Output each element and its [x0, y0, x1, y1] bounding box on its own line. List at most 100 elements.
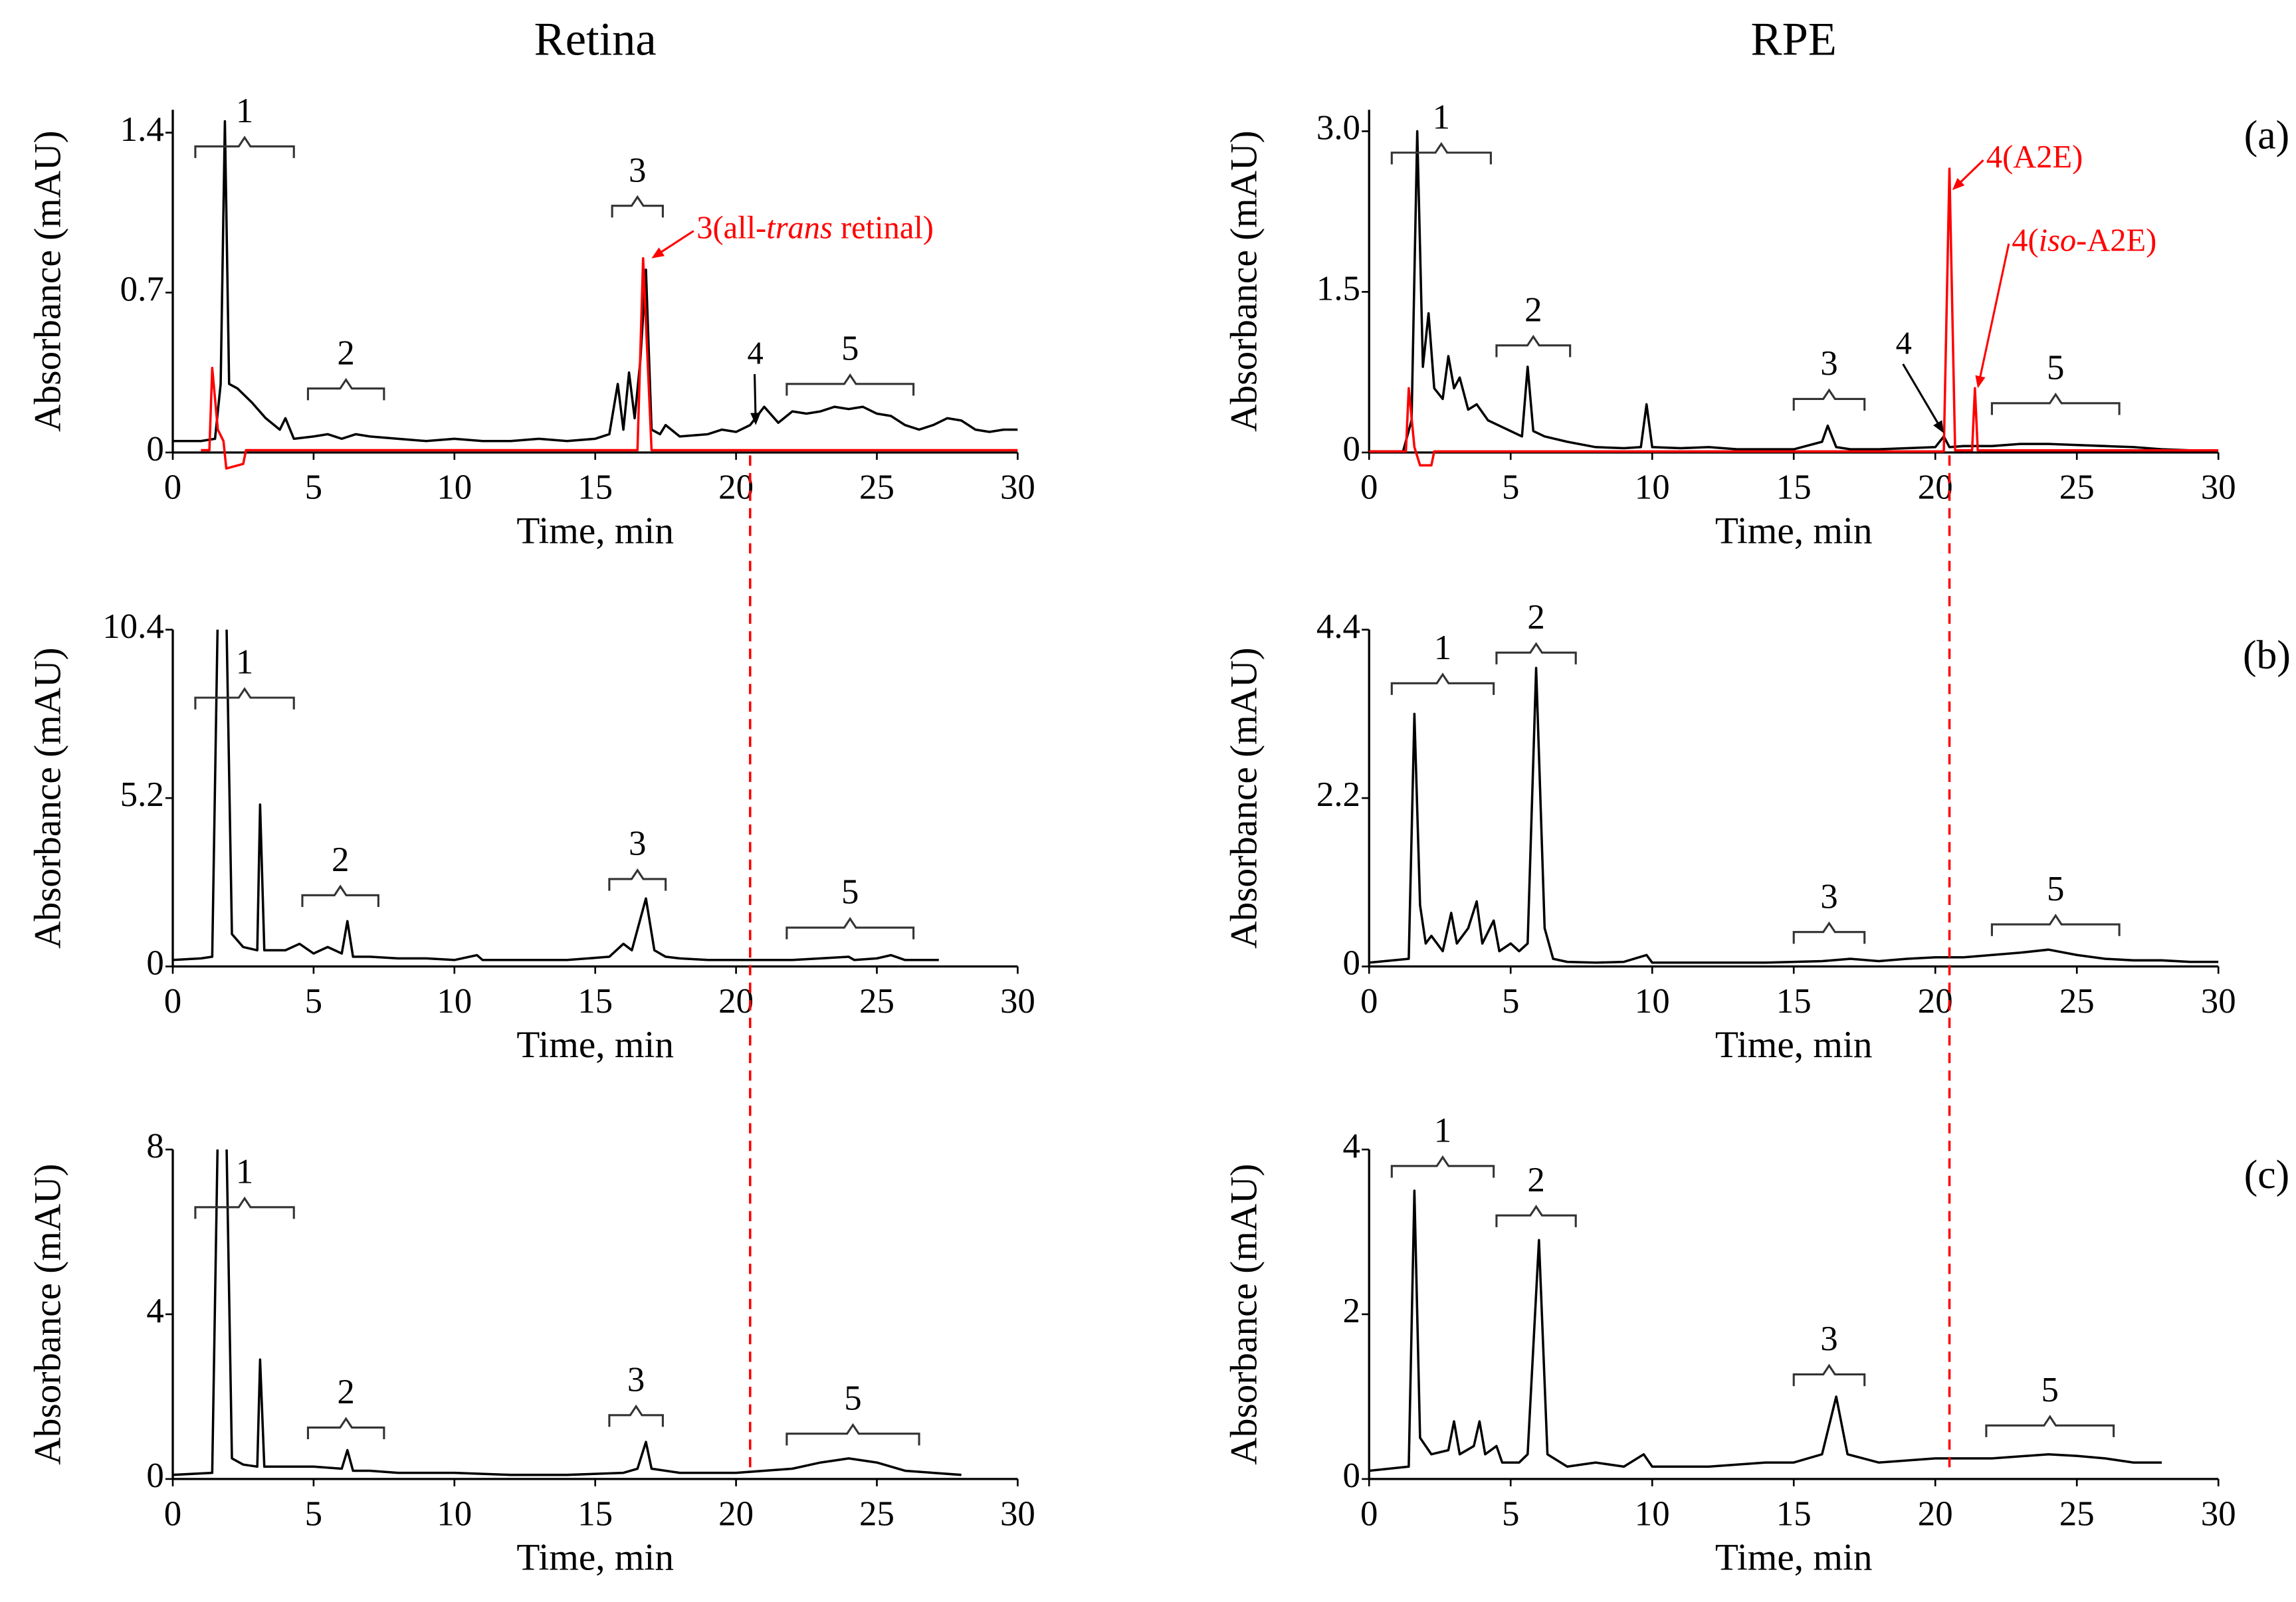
- y-tick-label: 4.4: [1316, 607, 1360, 646]
- bracket-label: 5: [2047, 349, 2064, 387]
- bracket: [194, 1196, 295, 1219]
- y-tick-label: 10.4: [102, 607, 164, 646]
- bracket: [611, 195, 664, 218]
- x-tick-label: 5: [305, 468, 322, 506]
- bracket-label: 5: [841, 873, 859, 912]
- bracket-label: 5: [2047, 870, 2064, 908]
- annotation-part: 4: [748, 336, 764, 371]
- x-tick-label: 5: [305, 982, 322, 1021]
- x-tick-label: 20: [718, 468, 754, 506]
- arrow-shaft: [658, 230, 694, 254]
- bracket: [306, 377, 385, 401]
- y-tick-label: 5.2: [120, 775, 164, 814]
- x-tick-label: 10: [437, 982, 472, 1021]
- bracket-label: 1: [236, 643, 253, 682]
- y-tick-label: 2.2: [1316, 775, 1360, 814]
- x-tick-label: 5: [1502, 468, 1519, 506]
- annotation: 4(A2E): [1986, 140, 2083, 175]
- bracket-label: 2: [337, 334, 354, 372]
- x-tick-label: 20: [718, 982, 754, 1021]
- x-tick-label: 10: [1635, 468, 1670, 506]
- bracket-label: 1: [1434, 1111, 1451, 1150]
- annotation-part: 4: [1896, 326, 1912, 361]
- x-tick-label: 30: [2201, 468, 2236, 506]
- x-tick-label: 15: [1776, 468, 1812, 506]
- annotation: 4: [1896, 326, 1912, 361]
- bracket: [1495, 334, 1572, 357]
- panel-label: (c): [2244, 1152, 2289, 1197]
- bracket: [1390, 1155, 1495, 1178]
- y-axis-label: Absorbance (mAU): [27, 130, 68, 431]
- arrow-head: [1975, 375, 1986, 389]
- bracket-label: 1: [236, 92, 253, 130]
- bracket: [194, 686, 295, 710]
- y-tick-label: 0: [1343, 430, 1360, 468]
- x-tick-label: 20: [718, 1494, 754, 1533]
- column-title: RPE: [1751, 13, 1837, 65]
- y-axis-label: Absorbance (mAU): [27, 1163, 68, 1464]
- x-axis-label: Time, min: [516, 510, 674, 552]
- y-tick-label: 4: [146, 1292, 163, 1330]
- x-tick-label: 0: [164, 468, 181, 506]
- x-tick-label: 10: [1635, 1494, 1670, 1533]
- bracket-label: 2: [1527, 1161, 1544, 1199]
- bracket: [785, 917, 915, 940]
- x-tick-label: 0: [164, 1494, 181, 1533]
- x-tick-label: 30: [1000, 982, 1035, 1021]
- y-tick-label: 0: [1343, 944, 1360, 983]
- bracket-label: 3: [629, 151, 646, 189]
- panel-label: (a): [2244, 113, 2289, 158]
- trace: [173, 120, 1018, 443]
- bracket-label: 2: [1527, 598, 1544, 637]
- arrow-head: [750, 413, 761, 425]
- bracket: [785, 373, 915, 396]
- y-axis-label: Absorbance (mAU): [1223, 130, 1265, 431]
- arrow-shaft: [1958, 159, 1984, 185]
- bracket-label: 5: [841, 329, 859, 367]
- bracket-label: 1: [236, 1152, 253, 1191]
- annotation: 4: [748, 336, 764, 371]
- x-tick-label: 25: [2059, 982, 2095, 1021]
- bracket: [1990, 914, 2121, 936]
- annotation-part: 3(all-: [696, 211, 766, 246]
- annotation-part: retinal): [833, 211, 934, 246]
- trace: [201, 256, 1018, 470]
- x-axis-label: Time, min: [516, 1536, 674, 1578]
- x-tick-label: 15: [1776, 982, 1812, 1021]
- trace: [173, 1150, 962, 1476]
- bracket: [1792, 1363, 1866, 1387]
- y-axis-label: Absorbance (mAU): [1223, 1163, 1265, 1464]
- x-axis-label: Time, min: [1715, 510, 1873, 552]
- bracket: [1792, 388, 1866, 411]
- y-tick-label: 0: [1343, 1456, 1360, 1495]
- annotation-part: trans: [766, 211, 833, 246]
- x-tick-label: 0: [1360, 468, 1378, 506]
- x-tick-label: 5: [305, 1494, 322, 1533]
- x-axis-label: Time, min: [1715, 1024, 1873, 1066]
- arrow-head: [1952, 177, 1965, 191]
- x-tick-label: 30: [1000, 1494, 1035, 1533]
- y-tick-label: 0: [146, 944, 163, 983]
- bracket: [1990, 392, 2121, 415]
- annotation-part: 4(: [2012, 223, 2038, 258]
- annotation-part: 4(A2E): [1986, 140, 2083, 175]
- trace: [1369, 1189, 2162, 1472]
- x-axis-label: Time, min: [516, 1024, 674, 1066]
- x-tick-label: 30: [1000, 468, 1035, 506]
- x-tick-label: 25: [859, 1494, 894, 1533]
- x-tick-label: 15: [577, 1494, 613, 1533]
- bracket-label: 5: [2041, 1371, 2059, 1409]
- y-tick-label: 3.0: [1316, 109, 1360, 148]
- bracket: [608, 1404, 664, 1427]
- x-tick-label: 25: [859, 982, 894, 1021]
- x-tick-label: 15: [577, 468, 613, 506]
- bracket-label: 2: [332, 841, 349, 879]
- y-tick-label: 1.5: [1316, 269, 1360, 308]
- x-tick-label: 20: [1918, 1494, 1953, 1533]
